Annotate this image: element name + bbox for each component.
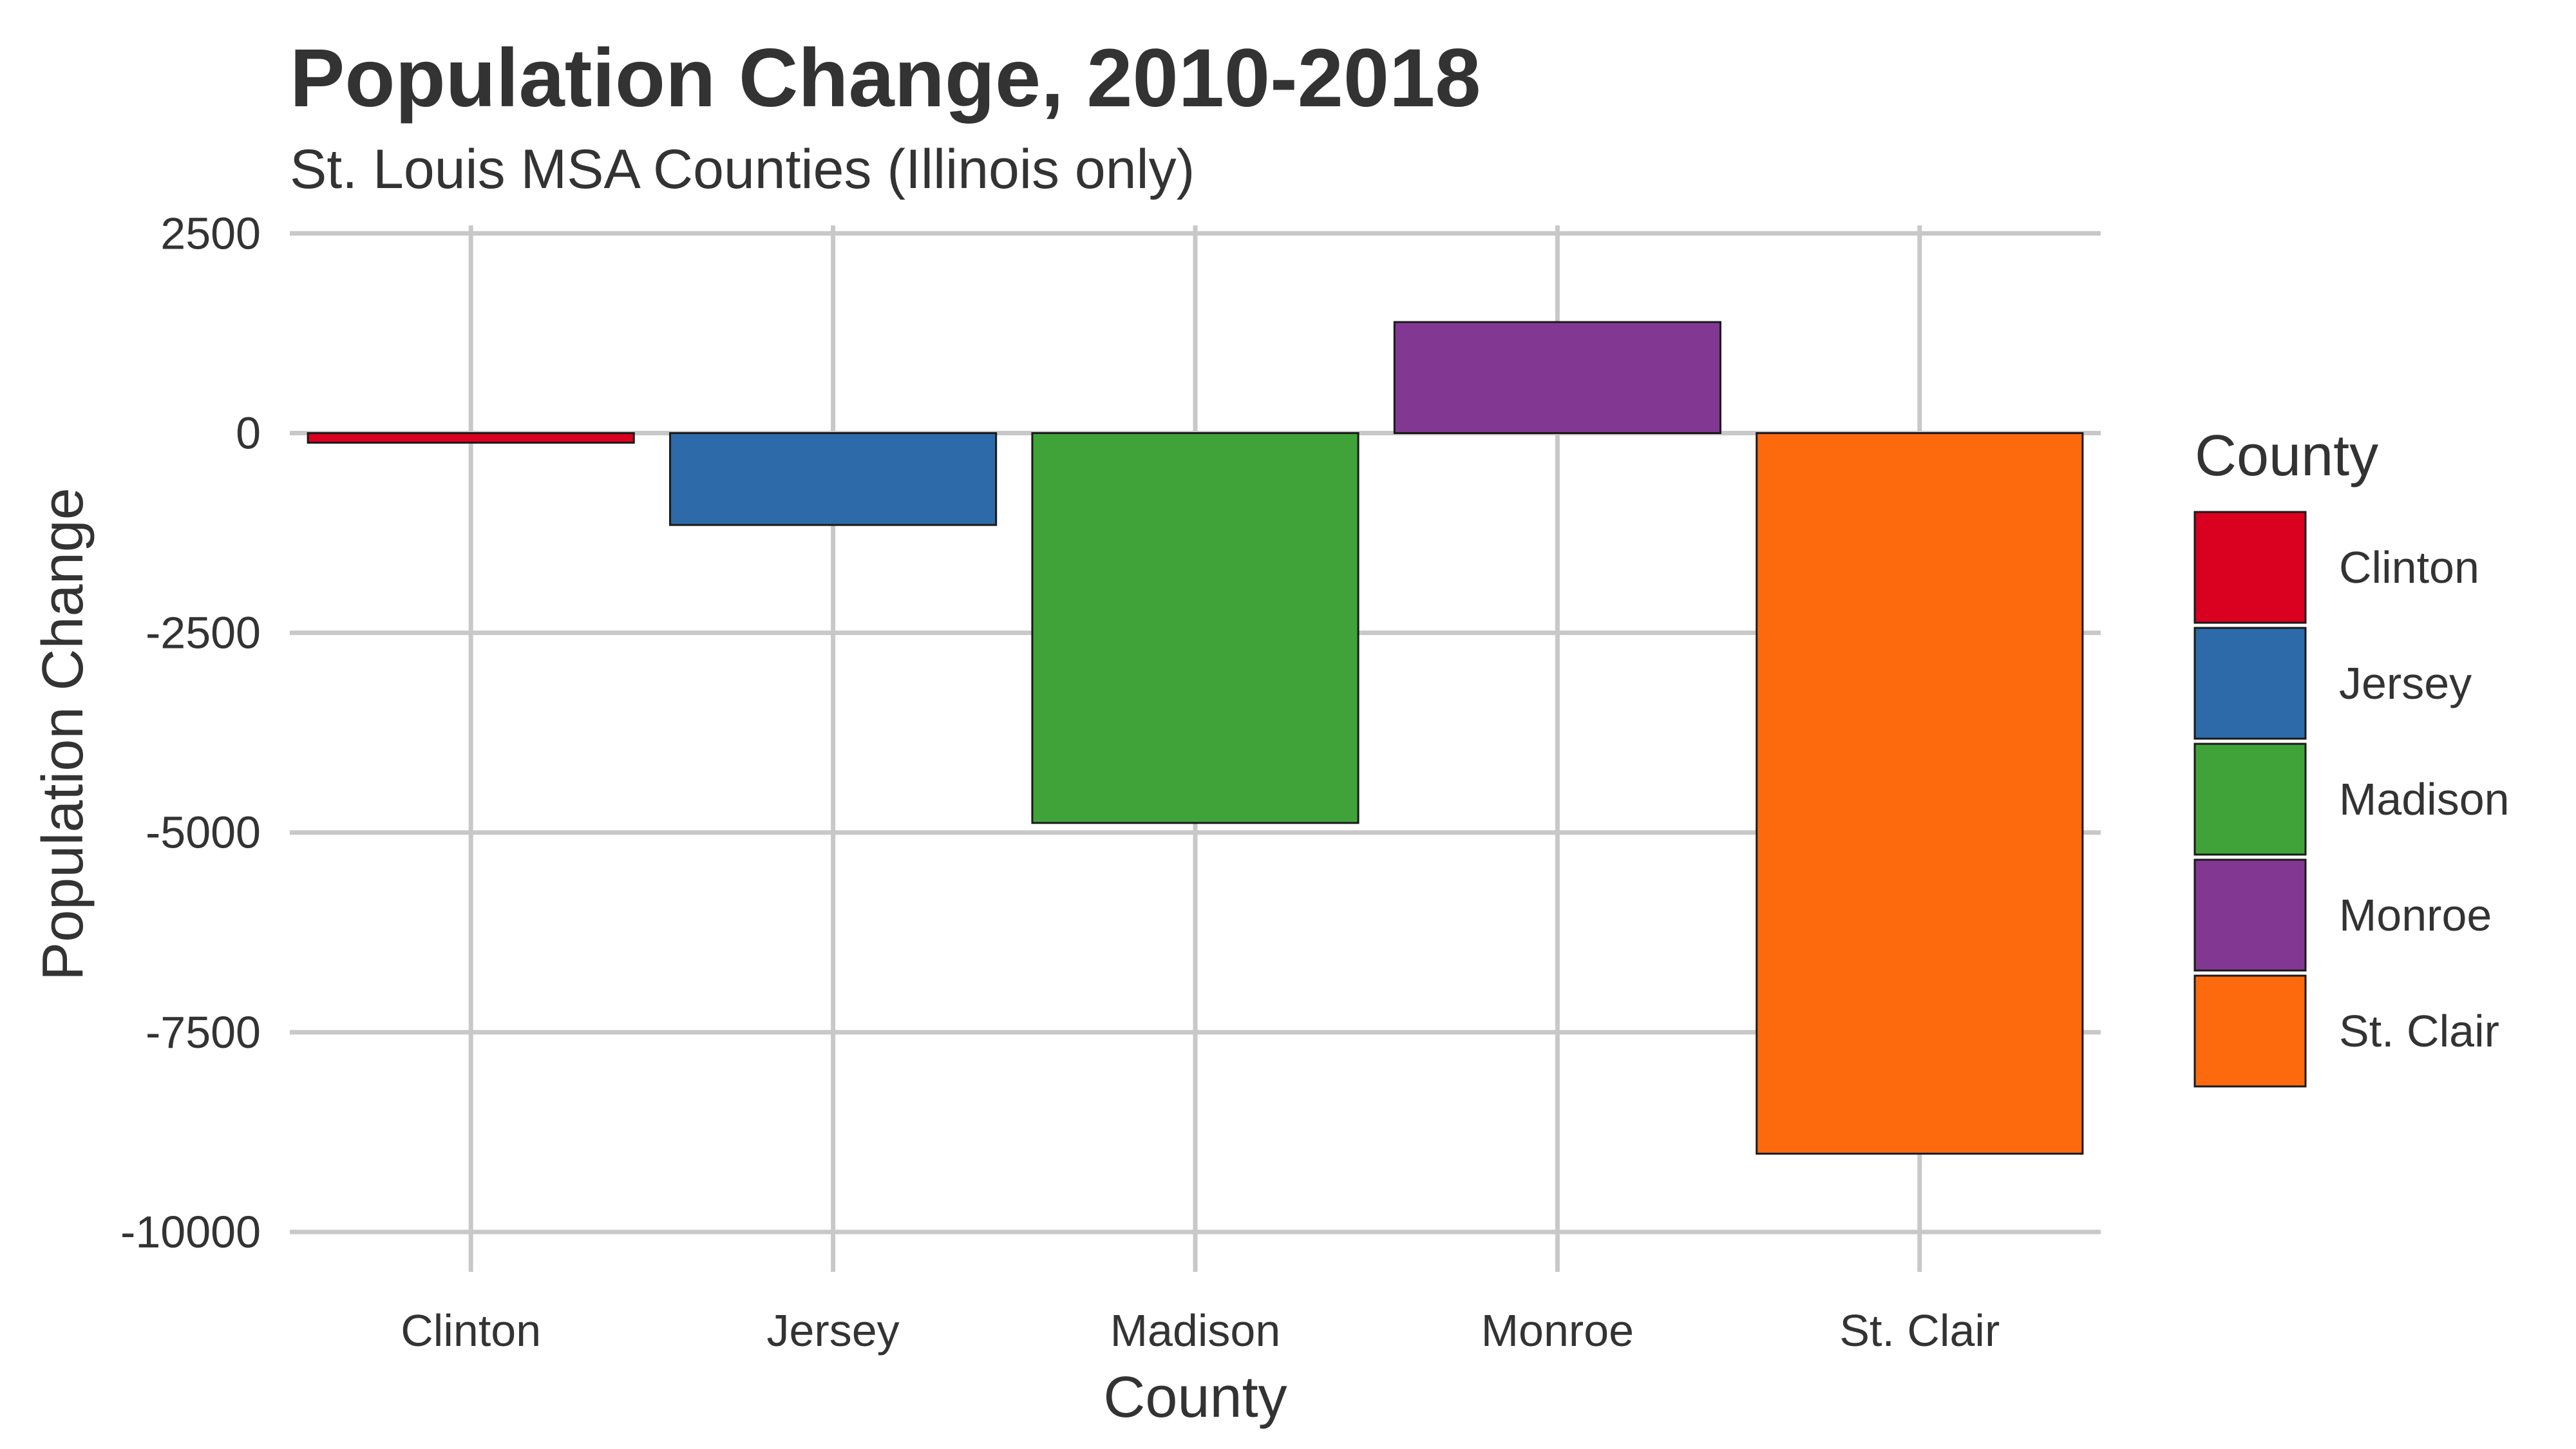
y-axis-ticks: 2500 0 -2500 -5000 -7500 -10000 bbox=[120, 208, 261, 1257]
legend-title: County bbox=[2195, 424, 2378, 488]
bar-st-clair bbox=[1756, 432, 2084, 1155]
legend-swatch bbox=[2193, 511, 2307, 624]
bar-jersey bbox=[669, 432, 998, 526]
legend-swatch bbox=[2193, 858, 2307, 972]
y-axis-title: Population Change bbox=[31, 488, 95, 981]
legend-label: Monroe bbox=[2339, 890, 2492, 940]
x-tick-label: Monroe bbox=[1481, 1305, 1634, 1356]
chart-subtitle: St. Louis MSA Counties (Illinois only) bbox=[290, 138, 1195, 200]
bar-madison bbox=[1031, 432, 1359, 824]
legend-label: Jersey bbox=[2339, 658, 2472, 708]
legend-swatch bbox=[2193, 627, 2307, 740]
x-tick-label: St. Clair bbox=[1839, 1305, 2000, 1356]
bars bbox=[307, 321, 2084, 1155]
legend-swatch bbox=[2193, 974, 2307, 1088]
y-tick-label: -5000 bbox=[146, 808, 261, 858]
x-axis-title: County bbox=[1103, 1365, 1287, 1430]
legend-label: Madison bbox=[2339, 774, 2510, 824]
y-tick-label: 0 bbox=[236, 408, 261, 459]
x-tick-label: Clinton bbox=[401, 1305, 541, 1356]
legend-swatch bbox=[2193, 743, 2307, 856]
y-tick-label: -7500 bbox=[146, 1007, 261, 1057]
chart-title: Population Change, 2010-2018 bbox=[290, 32, 1481, 124]
legend-label: St. Clair bbox=[2339, 1006, 2499, 1056]
y-tick-label: -10000 bbox=[120, 1207, 261, 1257]
x-tick-label: Jersey bbox=[767, 1305, 900, 1356]
x-axis-ticks: Clinton Jersey Madison Monroe St. Clair bbox=[401, 1305, 2000, 1356]
legend: Clinton Jersey Madison Monroe St. Clair bbox=[2193, 511, 2510, 1088]
x-tick-label: Madison bbox=[1110, 1305, 1281, 1356]
y-tick-label: -2500 bbox=[146, 608, 261, 658]
legend-label: Clinton bbox=[2339, 542, 2479, 592]
bar-clinton bbox=[307, 432, 635, 444]
y-tick-label: 2500 bbox=[160, 208, 261, 258]
bar-monroe bbox=[1393, 321, 1721, 435]
